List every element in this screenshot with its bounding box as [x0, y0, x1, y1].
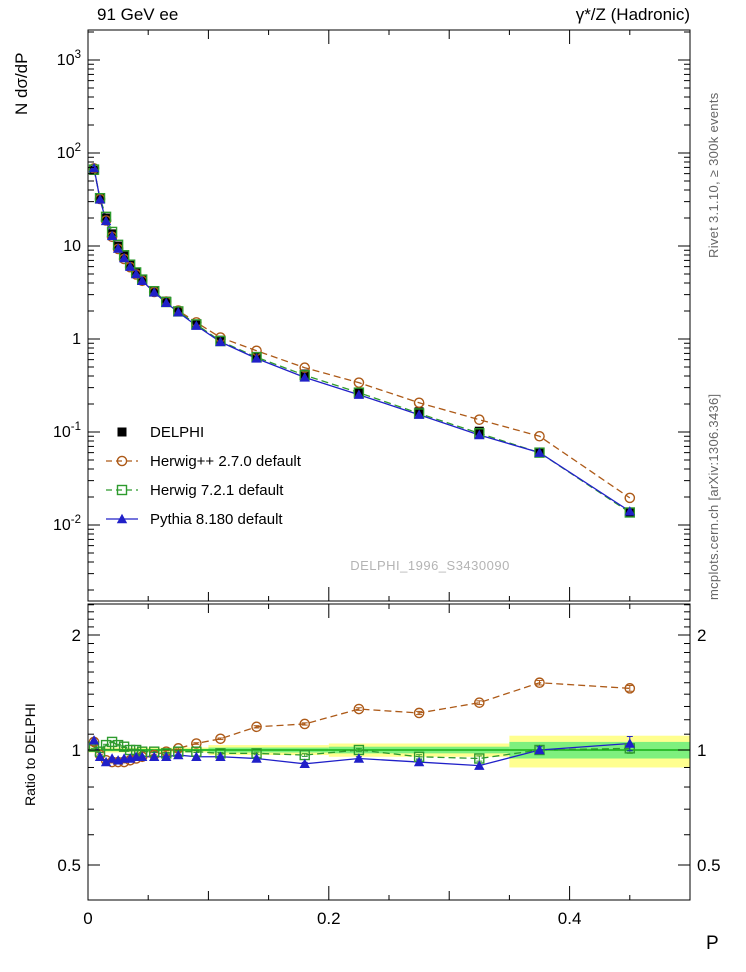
header-beam-energy: 91 GeV ee	[97, 5, 179, 24]
ratio-point-pythia	[191, 751, 202, 761]
ratio-point-pythia	[251, 753, 262, 763]
ratio-point-herwigpp	[624, 683, 636, 694]
ratio-point-herwigpp	[191, 738, 202, 749]
y-tick-label: 1	[72, 331, 81, 348]
ratio-point-pythia	[161, 751, 172, 761]
data-point-pythia	[534, 447, 545, 457]
ratio-point-pythia	[534, 744, 545, 755]
y-tick-label: 10	[63, 238, 81, 255]
data-point-pythia	[191, 320, 202, 330]
ratio-point-herwigpp	[413, 707, 425, 719]
y-tick-label: 103	[57, 49, 81, 69]
data-point-pythia	[88, 162, 100, 173]
x-tick-label: 0.2	[317, 909, 341, 928]
data-point-herwigpp	[353, 377, 365, 388]
ratio-y-tick-label: 0.5	[57, 856, 81, 875]
ratio-point-pythia	[299, 758, 310, 769]
header-process: γ*/Z (Hadronic)	[575, 5, 690, 24]
ratio-y-tick-label: 2	[72, 626, 81, 645]
main-line-herwigpp	[93, 168, 631, 499]
x-tick-label: 0.4	[558, 909, 582, 928]
ratio-point-herwigpp	[473, 697, 485, 708]
ratio-point-pythia	[106, 753, 118, 763]
data-point-pythia	[353, 389, 365, 399]
ratio-point-pythia	[100, 756, 112, 767]
ratio-point-pythia	[136, 751, 148, 761]
ratio-y-tick-label: 0.5	[697, 856, 721, 875]
legend: DELPHI Herwig++ 2.7.0 default Herwig 7.2.1…	[106, 424, 302, 528]
rivet-version-caption: Rivet 3.1.10, ≥ 300k events	[706, 92, 721, 258]
legend-marker-pythia	[116, 513, 128, 524]
legend-marker-herwigpp	[116, 455, 128, 467]
ratio-point-pythia	[413, 756, 425, 767]
legend-label: Herwig++ 2.7.0 default	[150, 453, 302, 470]
ratio-point-herwigpp	[215, 733, 226, 745]
data-point-pythia	[173, 307, 184, 317]
ratio-y-tick-label: 1	[697, 741, 706, 760]
data-point-pythia	[161, 297, 172, 308]
ratio-point-pythia	[94, 751, 106, 761]
data-point-pythia	[118, 252, 130, 263]
ratio-point-herwig7	[118, 741, 130, 752]
ratio-point-herwigpp	[299, 718, 311, 730]
ratio-point-pythia	[88, 735, 100, 745]
ratio-point-herwigpp	[251, 721, 262, 733]
data-point-pythia	[130, 268, 142, 279]
data-point-pythia	[100, 215, 112, 226]
data-point-pythia	[624, 506, 635, 516]
ratio-line-herwigpp	[93, 682, 630, 763]
data-point-herwigpp	[413, 397, 425, 409]
legend-label: Pythia 8.180 default	[150, 511, 283, 528]
ratio-point-herwig7	[106, 736, 118, 748]
data-markers	[88, 162, 636, 770]
ratio-point-pythia	[149, 751, 160, 761]
ratio-point-herwig7	[100, 739, 112, 751]
data-point-pythia	[149, 287, 160, 297]
main-y-axis-title: N dσ/dP	[12, 52, 31, 115]
x-tick-label: 0	[83, 909, 92, 928]
data-point-pythia	[251, 353, 262, 363]
ratio-point-pythia	[474, 760, 485, 770]
data-point-pythia	[413, 409, 425, 419]
ratio-point-herwigpp	[534, 677, 545, 689]
data-point-pythia	[299, 372, 310, 382]
legend-label: DELPHI	[150, 424, 204, 441]
ratio-y-tick-label: 1	[72, 741, 81, 760]
data-point-herwigpp	[473, 414, 485, 425]
ratio-y-axis-title: Ratio to DELPHI	[22, 703, 38, 806]
data-point-herwigpp	[624, 492, 636, 504]
data-point-pythia	[136, 275, 148, 286]
ratio-point-herwigpp	[353, 703, 365, 715]
data-point-pythia	[112, 243, 124, 253]
legend-marker-delphi	[117, 427, 127, 437]
ratio-point-pythia	[173, 749, 184, 760]
data-point-pythia	[474, 429, 485, 440]
y-tick-label: 10-1	[53, 421, 81, 441]
ratio-point-pythia	[624, 738, 635, 748]
legend-label: Herwig 7.2.1 default	[150, 482, 284, 499]
y-tick-label: 102	[57, 142, 81, 162]
ratio-point-herwig7	[112, 739, 124, 751]
data-point-herwigpp	[534, 430, 545, 442]
data-point-pythia	[94, 194, 106, 204]
ratio-y-tick-label: 2	[697, 626, 706, 645]
legend-marker-herwig7	[116, 484, 128, 496]
analysis-id-watermark: DELPHI_1996_S3430090	[350, 558, 510, 573]
x-axis-title: P	[706, 933, 719, 954]
data-point-pythia	[106, 230, 118, 241]
ratio-bands	[88, 735, 690, 768]
ratio-point-pythia	[353, 753, 365, 763]
data-point-pythia	[124, 261, 136, 271]
mcplots-caption: mcplots.cern.ch [arXiv:1306.3436]	[706, 393, 721, 600]
data-point-pythia	[215, 336, 226, 347]
ratio-point-pythia	[215, 751, 226, 761]
y-tick-label: 10-2	[53, 514, 81, 534]
